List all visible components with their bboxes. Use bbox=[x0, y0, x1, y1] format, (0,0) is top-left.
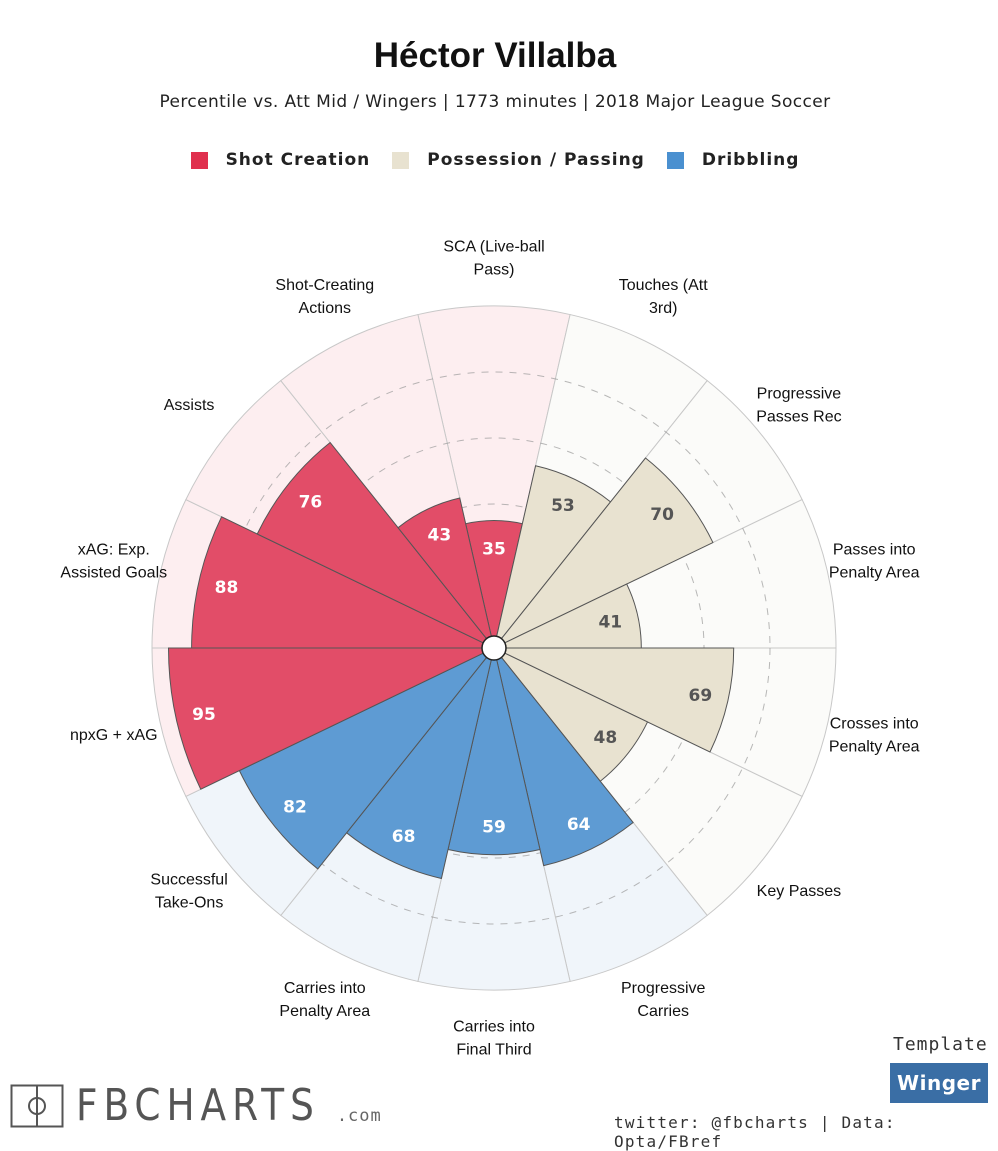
center-hub bbox=[481, 635, 507, 661]
footer-credit: twitter: @fbcharts | Data: Opta/FBref bbox=[614, 1113, 896, 1151]
value-wedges bbox=[167, 441, 735, 880]
value-label-shot-creating-actions: 43 bbox=[428, 526, 452, 546]
pitch-icon bbox=[10, 1084, 64, 1128]
value-labels: 35 53 70 41 69 48 64 59 68 82 95 88 76 43 bbox=[192, 493, 712, 847]
legend-item-shot-creation: Shot Creation bbox=[190, 150, 371, 170]
value-label-carries-into-penalty-area: 68 bbox=[392, 827, 416, 847]
param-label-xag-exp-assisted-goals: xAG: Exp. Assisted Goals bbox=[60, 542, 167, 582]
param-labels: SCA (Live-ball Pass) Touches (Att 3rd) Progr… bbox=[60, 239, 919, 1059]
grid-ring-80 bbox=[217, 371, 771, 925]
legend-item-possession-passing: Possession / Passing bbox=[392, 150, 645, 170]
param-label-carries-into-penalty-area: Carries into Penalty Area bbox=[279, 980, 370, 1020]
chart-title: Héctor Villalba bbox=[373, 36, 617, 75]
legend: Shot Creation Possession / Passing Dribb… bbox=[0, 150, 990, 170]
value-label-successful-take-ons: 82 bbox=[283, 798, 307, 818]
param-label-progressive-carries: Progressive Carries bbox=[621, 980, 706, 1020]
fbcharts-logo: FBCHARTS .com bbox=[10, 1084, 382, 1128]
value-label-assists: 76 bbox=[299, 493, 323, 513]
param-label-npxg-xag: npxG + xAG bbox=[70, 727, 158, 744]
value-label-sca-live-ball-pass: 35 bbox=[482, 540, 506, 560]
logo-text: FBCHARTS bbox=[76, 1080, 320, 1131]
legend-swatch-dribbling bbox=[666, 151, 684, 169]
template-badge: Winger bbox=[890, 1063, 988, 1103]
param-label-carries-into-final-third: Carries into Final Third bbox=[453, 1019, 535, 1059]
param-label-sca-live-ball-pass: SCA (Live-ball Pass) bbox=[443, 239, 544, 279]
legend-label-dribbling: Dribbling bbox=[701, 150, 800, 170]
legend-swatch-possession-passing bbox=[392, 151, 410, 169]
value-label-passes-into-penalty-area: 41 bbox=[598, 612, 622, 632]
logo-suffix: .com bbox=[336, 1106, 382, 1126]
value-label-npxg-xag: 95 bbox=[192, 705, 216, 725]
param-label-successful-take-ons: Successful Take-Ons bbox=[150, 872, 227, 912]
value-label-carries-into-final-third: 59 bbox=[482, 818, 506, 838]
value-label-progressive-carries: 64 bbox=[567, 815, 591, 835]
value-label-touches-att-3rd: 53 bbox=[551, 496, 575, 516]
legend-label-possession-passing: Possession / Passing bbox=[427, 150, 645, 170]
value-label-key-passes: 48 bbox=[593, 728, 617, 748]
param-label-shot-creating-actions: Shot-Creating Actions bbox=[275, 277, 374, 317]
value-label-xag-exp-assisted-goals: 88 bbox=[215, 578, 239, 598]
param-label-passes-into-penalty-area: Passes into Penalty Area bbox=[829, 542, 920, 582]
param-label-assists: Assists bbox=[164, 397, 215, 414]
legend-item-dribbling: Dribbling bbox=[666, 150, 800, 170]
param-label-touches-att-3rd: Touches (Att 3rd) bbox=[619, 277, 708, 317]
chart-subtitle: Percentile vs. Att Mid / Wingers | 1773 … bbox=[159, 92, 831, 112]
value-label-crosses-into-penalty-area: 69 bbox=[689, 686, 713, 706]
param-label-progressive-passes-rec: Progressive Passes Rec bbox=[756, 385, 841, 425]
template-caption: Template bbox=[893, 1034, 988, 1055]
value-label-progressive-passes-rec: 70 bbox=[650, 505, 674, 525]
param-label-key-passes: Key Passes bbox=[757, 883, 841, 900]
legend-swatch-shot-creation bbox=[190, 151, 208, 169]
legend-label-shot-creation: Shot Creation bbox=[225, 150, 371, 170]
param-label-crosses-into-penalty-area: Crosses into Penalty Area bbox=[829, 715, 920, 755]
